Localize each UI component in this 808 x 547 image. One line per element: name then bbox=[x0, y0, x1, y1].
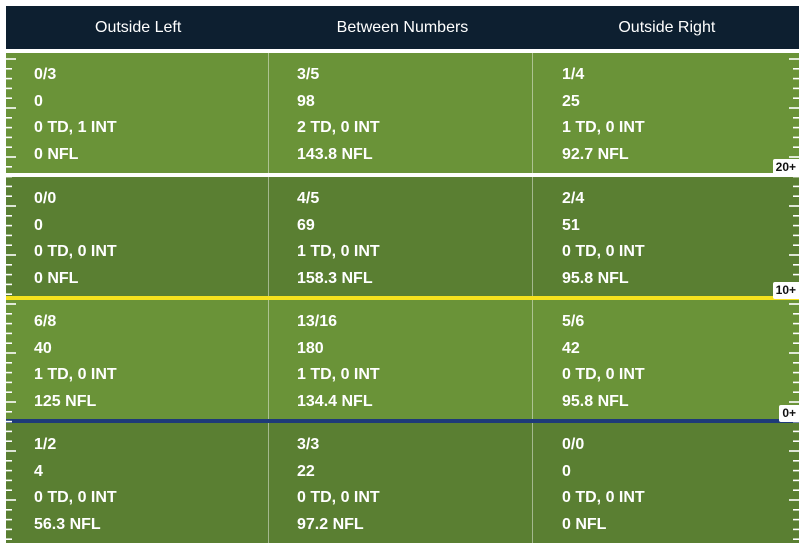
rating: 0 NFL bbox=[34, 269, 79, 287]
comp-att: 3/3 bbox=[297, 436, 320, 453]
td-int: 0 TD, 0 INT bbox=[562, 489, 645, 506]
column-header: Outside Left Between Numbers Outside Rig… bbox=[6, 6, 799, 49]
rating: 97.2 NFL bbox=[297, 515, 364, 533]
td-int: 0 TD, 0 INT bbox=[562, 243, 645, 260]
yards: 22 bbox=[297, 462, 315, 480]
comp-att: 0/3 bbox=[34, 66, 57, 83]
zone-cell[interactable]: 0/3 0 0 TD, 1 INT 0 NFL bbox=[6, 53, 269, 173]
comp-att: 5/6 bbox=[562, 313, 585, 330]
zone-cell[interactable]: 0/0 0 0 TD, 0 INT 0 NFL bbox=[533, 423, 799, 543]
column-outside-right: Outside Right bbox=[618, 18, 716, 36]
td-int: 1 TD, 0 INT bbox=[297, 366, 380, 383]
passing-zone-chart: Outside Left Between Numbers Outside Rig… bbox=[6, 6, 799, 543]
td-int: 2 TD, 0 INT bbox=[297, 119, 380, 136]
td-int: 1 TD, 0 INT bbox=[34, 366, 117, 383]
comp-att: 0/0 bbox=[562, 436, 585, 453]
comp-att: 1/4 bbox=[562, 66, 585, 83]
comp-att: 0/0 bbox=[34, 190, 57, 207]
line-of-scrimmage bbox=[6, 419, 799, 423]
yard-line-10 bbox=[6, 296, 799, 300]
rating: 158.3 NFL bbox=[297, 269, 373, 287]
yards: 4 bbox=[34, 462, 43, 480]
zone-20-plus: 0/3 0 0 TD, 1 INT 0 NFL 3/5 98 2 TD, 0 I… bbox=[6, 53, 799, 173]
yards: 51 bbox=[562, 216, 580, 234]
yards: 98 bbox=[297, 92, 315, 110]
td-int: 1 TD, 0 INT bbox=[562, 119, 645, 136]
zone-behind-line: 1/2 4 0 TD, 0 INT 56.3 NFL 3/3 22 0 TD, … bbox=[6, 423, 799, 543]
td-int: 0 TD, 0 INT bbox=[297, 489, 380, 506]
field: 0/3 0 0 TD, 1 INT 0 NFL 3/5 98 2 TD, 0 I… bbox=[6, 53, 799, 543]
rating: 0 NFL bbox=[34, 145, 79, 163]
yards: 0 bbox=[562, 462, 571, 480]
zone-cell[interactable]: 6/8 40 1 TD, 0 INT 125 NFL bbox=[6, 300, 269, 419]
yards: 40 bbox=[34, 339, 52, 357]
yard-label-20: 20+ bbox=[772, 159, 799, 176]
zone-cell[interactable]: 5/6 42 0 TD, 0 INT 95.8 NFL bbox=[533, 300, 799, 419]
yards: 180 bbox=[297, 339, 324, 357]
comp-att: 6/8 bbox=[34, 313, 57, 330]
td-int: 0 TD, 0 INT bbox=[34, 489, 117, 506]
zone-cell[interactable]: 3/5 98 2 TD, 0 INT 143.8 NFL bbox=[269, 53, 533, 173]
rating: 143.8 NFL bbox=[297, 145, 373, 163]
comp-att: 4/5 bbox=[297, 190, 320, 207]
zone-0-plus: 6/8 40 1 TD, 0 INT 125 NFL 13/16 180 1 T… bbox=[6, 300, 799, 419]
comp-att: 2/4 bbox=[562, 190, 585, 207]
yards: 42 bbox=[562, 339, 580, 357]
yard-line-20 bbox=[6, 173, 799, 177]
comp-att: 13/16 bbox=[297, 313, 338, 330]
comp-att: 1/2 bbox=[34, 436, 57, 453]
rating: 134.4 NFL bbox=[297, 392, 373, 410]
td-int: 0 TD, 0 INT bbox=[34, 243, 117, 260]
rating: 56.3 NFL bbox=[34, 515, 101, 533]
yards: 69 bbox=[297, 216, 315, 234]
rating: 125 NFL bbox=[34, 392, 97, 410]
zone-cell[interactable]: 3/3 22 0 TD, 0 INT 97.2 NFL bbox=[269, 423, 533, 543]
td-int: 1 TD, 0 INT bbox=[297, 243, 380, 260]
left-hash-marks bbox=[6, 58, 16, 541]
zone-cell[interactable]: 13/16 180 1 TD, 0 INT 134.4 NFL bbox=[269, 300, 533, 419]
yard-label-10: 10+ bbox=[772, 282, 799, 299]
comp-att: 3/5 bbox=[297, 66, 320, 83]
rating: 95.8 NFL bbox=[562, 269, 629, 287]
td-int: 0 TD, 0 INT bbox=[562, 366, 645, 383]
yards: 25 bbox=[562, 92, 580, 110]
rating: 95.8 NFL bbox=[562, 392, 629, 410]
yard-label-0: 0+ bbox=[779, 405, 799, 422]
rating: 0 NFL bbox=[562, 515, 607, 533]
zone-cell[interactable]: 4/5 69 1 TD, 0 INT 158.3 NFL bbox=[269, 177, 533, 296]
zone-cell[interactable]: 0/0 0 0 TD, 0 INT 0 NFL bbox=[6, 177, 269, 296]
column-outside-left: Outside Left bbox=[95, 18, 182, 36]
rating: 92.7 NFL bbox=[562, 145, 629, 163]
zone-cell[interactable]: 1/2 4 0 TD, 0 INT 56.3 NFL bbox=[6, 423, 269, 543]
td-int: 0 TD, 1 INT bbox=[34, 119, 117, 136]
yards: 0 bbox=[34, 92, 43, 110]
zone-cell[interactable]: 1/4 25 1 TD, 0 INT 92.7 NFL bbox=[533, 53, 799, 173]
zone-10-plus: 0/0 0 0 TD, 0 INT 0 NFL 4/5 69 1 TD, 0 I… bbox=[6, 177, 799, 296]
yards: 0 bbox=[34, 216, 43, 234]
column-between-numbers: Between Numbers bbox=[336, 18, 469, 36]
zone-cell[interactable]: 2/4 51 0 TD, 0 INT 95.8 NFL bbox=[533, 177, 799, 296]
